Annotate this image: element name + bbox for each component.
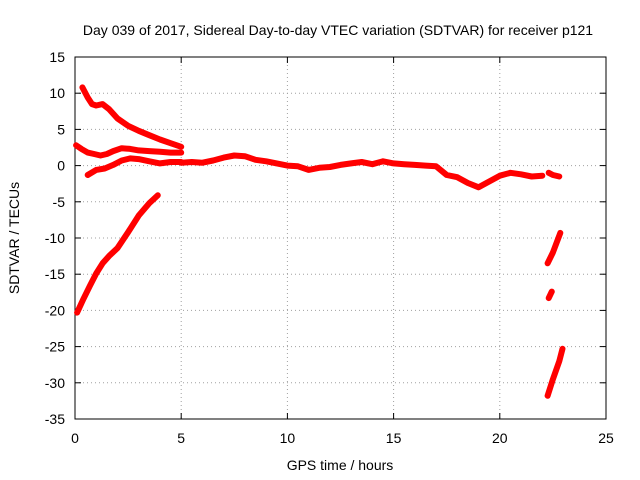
y-tick-label: -30	[45, 375, 65, 391]
axis-ticks: 0 5 10 15 20 25 15 10 5 0 -5 -10 -15 -20 -25 -30 -35	[45, 49, 614, 446]
x-axis-label: GPS time / hours	[287, 457, 394, 473]
plot-frame	[74, 56, 607, 420]
y-axis-label: SDTVAR / TECUs	[6, 182, 22, 294]
y-tick-label: -35	[45, 411, 65, 427]
series-arc-low	[84, 155, 185, 178]
y-tick-label: -15	[45, 266, 65, 282]
series-seg-c	[544, 345, 566, 399]
y-tick-label: 10	[49, 85, 65, 101]
chart-title: Day 039 of 2017, Sidereal Day-to-day VTE…	[83, 22, 593, 38]
y-tick-label: 15	[49, 49, 65, 65]
series-arc-rising	[74, 192, 161, 316]
grid-lines	[75, 57, 606, 419]
y-tick-label: 5	[57, 121, 65, 137]
series-arc-high	[79, 84, 185, 150]
series-arc-mid	[73, 142, 185, 159]
x-tick-label: 0	[71, 430, 79, 446]
y-tick-label: -5	[53, 194, 66, 210]
y-tick-label: -20	[45, 302, 65, 318]
series-seg-a	[544, 229, 564, 267]
series-tail	[545, 169, 563, 180]
data-series	[73, 84, 566, 399]
y-tick-label: -10	[45, 230, 65, 246]
x-tick-label: 10	[280, 430, 296, 446]
x-tick-label: 20	[492, 430, 508, 446]
x-tick-label: 15	[386, 430, 402, 446]
x-tick-label: 5	[177, 430, 185, 446]
y-tick-label: 0	[57, 158, 65, 174]
series-main	[178, 152, 546, 191]
series-seg-b	[545, 288, 555, 302]
y-tick-label: -25	[45, 339, 65, 355]
x-tick-label: 25	[598, 430, 614, 446]
